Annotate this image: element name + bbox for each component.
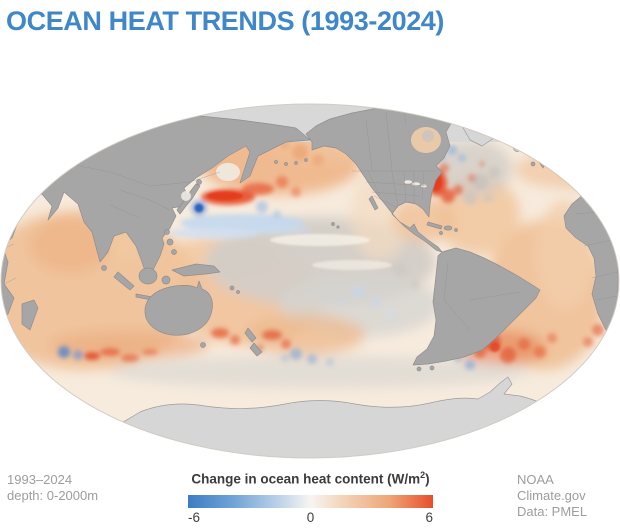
- colorbar-tick-mid: 0: [306, 510, 315, 525]
- colorbar-tick-max: 6: [425, 510, 433, 525]
- land-new-guinea: [171, 263, 221, 277]
- land-new-zealand: [244, 327, 257, 343]
- ocean-trend-hotspots: [194, 173, 500, 352]
- land-sri-lanka: [101, 265, 107, 271]
- land-aleutians: [284, 162, 288, 166]
- colorbar-ticks: -6 0 6: [188, 510, 433, 526]
- page-title: OCEAN HEAT TRENDS (1993-2024): [6, 6, 445, 36]
- land-australia: [144, 280, 213, 336]
- projection-rim: [0, 103, 620, 459]
- land-tasmania: [200, 342, 206, 348]
- land-ireland: [530, 161, 536, 167]
- land-sulawesi: [161, 275, 171, 285]
- credits: NOAA Climate.gov Data: PMEL: [517, 472, 620, 520]
- colorbar-tick-min: -6: [188, 510, 201, 525]
- political-borders: [1, 107, 619, 331]
- land-borneo: [138, 267, 158, 285]
- land-solomons: [229, 285, 235, 291]
- land-jamaica: [439, 231, 443, 235]
- land-madagascar: [21, 299, 39, 331]
- land-sumatra: [113, 271, 135, 291]
- source-label: NOAA Climate.gov: [517, 472, 586, 503]
- land-hokkaido: [196, 179, 202, 185]
- land-hispaniola: [443, 225, 453, 231]
- colorbar-title: Change in ocean heat content (W/m2): [191, 470, 430, 487]
- land-tierra-del-fuego: [416, 366, 422, 372]
- land-aleutians: [304, 158, 308, 162]
- land-aleutians: [294, 161, 298, 165]
- inland-seas: [35, 127, 617, 201]
- land-philippines: [171, 249, 177, 255]
- depth-label: depth: 0-2000m: [7, 488, 99, 503]
- colorbar-gradient: [188, 495, 433, 508]
- land-cuba: [426, 221, 443, 230]
- land-new-zealand: [249, 342, 263, 357]
- land-falklands: [429, 365, 435, 371]
- land-hawaii: [336, 225, 340, 229]
- period-label: 1993–2024: [7, 472, 73, 487]
- land-hawaii: [331, 222, 335, 226]
- unit-superscript: 2: [420, 470, 426, 480]
- land-south-america: [412, 247, 541, 366]
- land-philippines: [166, 238, 174, 246]
- land-taiwan: [164, 229, 170, 235]
- land-europe: [551, 104, 619, 179]
- map-metadata: 1993–2024 depth: 0-2000m: [7, 472, 98, 504]
- land-antilles: [454, 228, 458, 232]
- land-baja: [368, 195, 379, 211]
- data-provider-label: Data: PMEL: [517, 504, 588, 519]
- land-aleutians: [274, 160, 278, 164]
- land-solomons: [236, 290, 240, 294]
